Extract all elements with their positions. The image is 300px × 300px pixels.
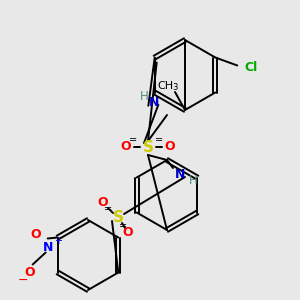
Text: H: H	[189, 173, 197, 187]
Text: −: −	[17, 274, 28, 287]
Text: S: S	[112, 211, 124, 226]
Text: Cl: Cl	[245, 61, 258, 74]
Text: N: N	[149, 96, 160, 109]
Text: =: =	[129, 135, 137, 145]
Text: O: O	[123, 226, 133, 239]
Text: H: H	[140, 90, 149, 103]
Text: CH: CH	[157, 81, 173, 91]
Text: O: O	[121, 140, 131, 152]
Text: O: O	[98, 196, 108, 208]
Text: N: N	[43, 241, 53, 254]
Text: =: =	[104, 204, 112, 214]
Text: +: +	[54, 236, 62, 247]
Text: S: S	[142, 140, 154, 155]
Text: =: =	[155, 135, 163, 145]
Text: O: O	[30, 228, 41, 241]
Text: N: N	[175, 167, 185, 181]
Text: =: =	[119, 221, 127, 231]
Text: O: O	[24, 266, 35, 279]
Text: O: O	[165, 140, 175, 152]
Text: 3: 3	[172, 83, 178, 92]
